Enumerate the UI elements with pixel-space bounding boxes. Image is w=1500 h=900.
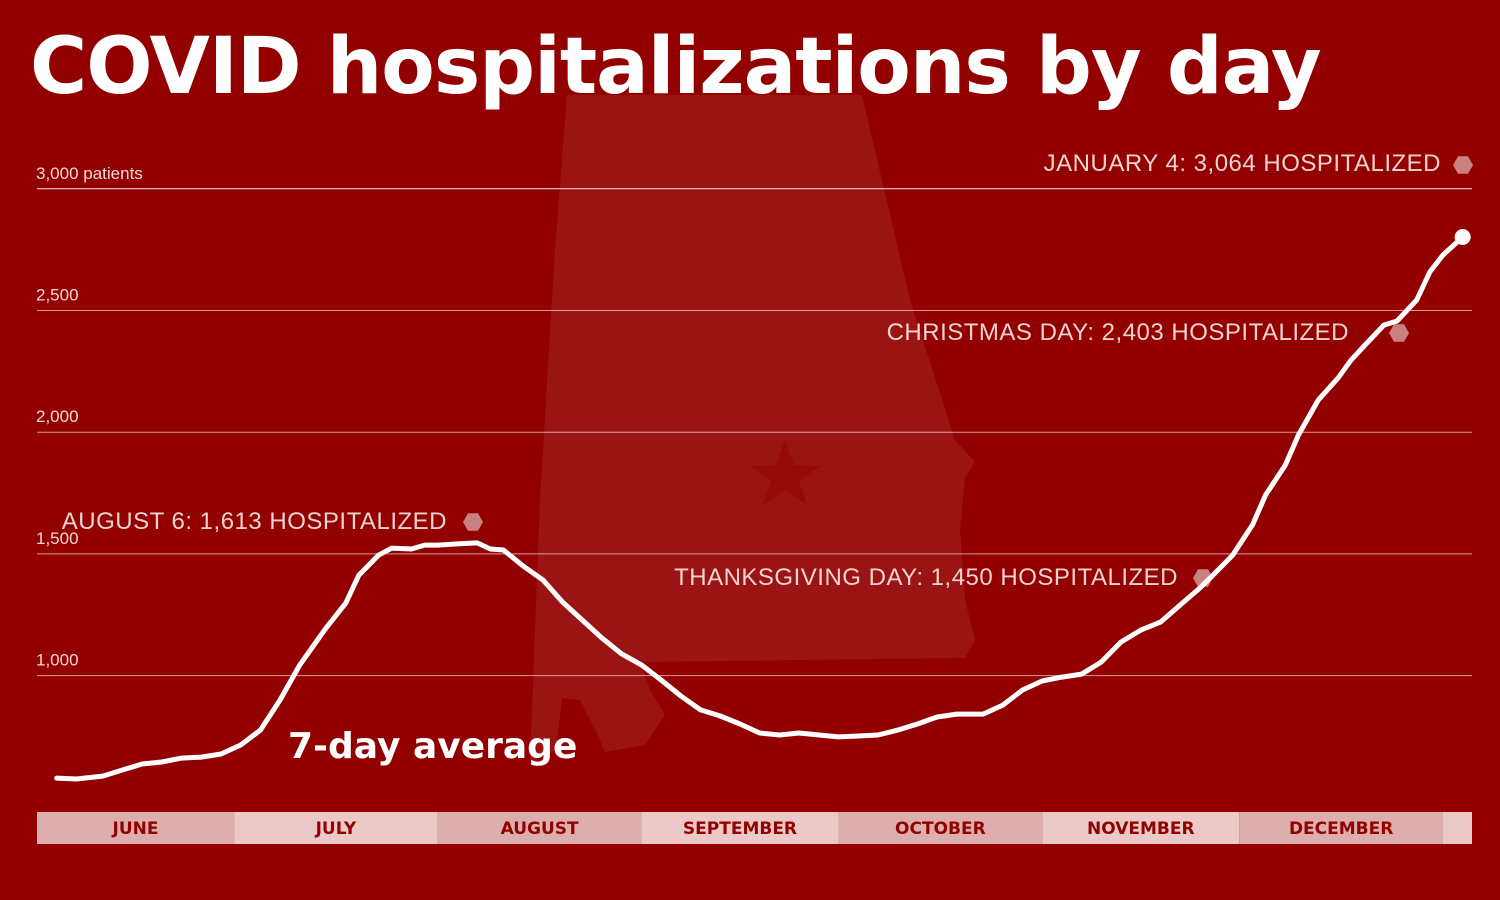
y-tick-label: 3,000 patients: [36, 164, 143, 183]
month-segment: [838, 812, 1043, 844]
annotation-markers: [463, 156, 1473, 587]
annotation-thanksgiving: THANKSGIVING DAY: 1,450 HOSPITALIZED: [674, 564, 1178, 591]
month-segment: [1239, 812, 1443, 844]
month-label: SEPTEMBER: [683, 819, 797, 839]
annotation-january-4: JANUARY 4: 3,064 HOSPITALIZED: [1043, 150, 1441, 177]
month-segment: [1442, 812, 1472, 844]
y-tick-label: 2,500: [36, 286, 79, 305]
star-icon: [750, 440, 820, 505]
month-segment: [437, 812, 642, 844]
alabama-state-silhouette: [530, 95, 975, 762]
month-segment: [1042, 812, 1240, 844]
series-line-7-day-average: [54, 234, 1466, 782]
month-label: DECEMBER: [1289, 819, 1393, 839]
series-label: 7-day average: [288, 726, 578, 767]
month-label: NOVEMBER: [1087, 819, 1195, 839]
hexagon-marker-icon: [1453, 156, 1473, 174]
month-label: OCTOBER: [895, 819, 986, 839]
y-axis-ticks: 1,000 1,500 2,000 2,500 3,000 patients: [36, 164, 143, 670]
annotation-christmas: CHRISTMAS DAY: 2,403 HOSPITALIZED: [886, 319, 1349, 346]
chart-title: COVID hospitalizations by day: [30, 22, 1322, 112]
y-tick-label: 1,000: [36, 651, 79, 670]
end-point-marker: [1454, 228, 1471, 245]
hexagon-marker-icon: [463, 513, 483, 531]
month-label: JUNE: [112, 819, 159, 839]
month-bar: JUNE JULY AUGUST SEPTEMBER OCTOBER NOVEMBER DE…: [37, 812, 1472, 844]
month-segment: [234, 812, 438, 844]
y-tick-label: 1,500: [36, 529, 79, 548]
month-segment: [37, 812, 235, 844]
hexagon-marker-icon: [1389, 324, 1409, 342]
annotation-august-6: AUGUST 6: 1,613 HOSPITALIZED: [61, 508, 447, 535]
y-tick-label: 2,000: [36, 407, 79, 426]
month-segment: [641, 812, 839, 844]
month-label: JULY: [315, 819, 357, 839]
month-label: AUGUST: [501, 819, 579, 839]
